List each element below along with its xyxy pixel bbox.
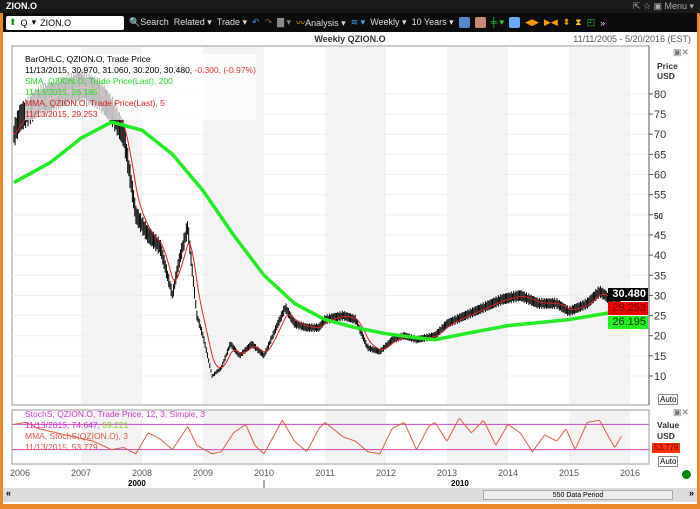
search-button[interactable]: 🔍Search <box>129 17 169 27</box>
analysis-menu[interactable]: 〰Analysis ▾ <box>296 18 346 28</box>
y-tick-label: 25 <box>654 311 666 323</box>
vertical-expand-icon[interactable]: ⬍ <box>562 17 571 27</box>
stoch-legend: StochS, QZION.O, Trade Price, 12, 3, Sim… <box>25 409 205 453</box>
y-tick-label: 70 <box>654 129 666 141</box>
stoch-legend-title: StochS, QZION.O, Trade Price, 12, 3, Sim… <box>25 409 205 419</box>
chart-area: Weekly QZION.O 11/11/2005 - 5/20/2016 (ES… <box>3 32 697 504</box>
price-auto-button[interactable]: Auto <box>658 394 679 405</box>
more-icon[interactable]: » <box>600 17 606 28</box>
mma-legend-values: 11/13/2015, 29.253 <box>25 109 98 119</box>
decade-label: 2010 <box>451 479 469 488</box>
last-price-badge: 30.480 <box>608 288 648 301</box>
chart-title: Weekly QZION.O <box>314 34 386 44</box>
x-tick-label: 2015 <box>559 468 579 478</box>
line-chart-icon[interactable] <box>458 17 470 28</box>
stoch-auto-button[interactable]: Auto <box>658 456 679 467</box>
y-tick-label: 10 <box>654 371 666 383</box>
expand-icon[interactable]: ◀▶ <box>525 17 539 27</box>
folder-icon[interactable]: ▇ ▾ <box>277 17 292 27</box>
compare-icon[interactable] <box>474 17 486 28</box>
x-tick-label: 2016 <box>620 468 640 478</box>
trade-menu[interactable]: Trade ▾ <box>216 17 248 27</box>
x-tick-label: 2012 <box>376 468 396 478</box>
y-tick-label: 35 <box>654 270 666 282</box>
symbol-prefix: Q <box>20 17 28 28</box>
status-dot <box>682 470 691 479</box>
x-tick-label: 2007 <box>71 468 91 478</box>
grid-band <box>569 411 630 463</box>
y-tick-label: 30 <box>654 290 666 302</box>
toolbar: ⬆ Q ▾ ZION.O 🔍Search Related ▾ Trade ▾ ↶ ↷ … <box>3 13 697 32</box>
x-tick-label: 2008 <box>132 468 152 478</box>
redo-icon[interactable]: ↷ <box>264 17 273 27</box>
decade-label: 2000 <box>128 479 146 488</box>
x-tick-label: 2010 <box>254 468 274 478</box>
smma-legend-values: 11/13/2015, 53.779 <box>25 442 98 452</box>
scroll-start-icon[interactable]: « <box>6 488 12 498</box>
hourglass-icon[interactable]: ⧗ <box>575 17 582 27</box>
sma-badge: 26.195 <box>608 316 648 329</box>
smma-legend-title: MMA, StochS(QZION.O), 3 <box>25 431 128 441</box>
grid-band <box>447 411 508 463</box>
x-tick-label: 2011 <box>315 468 334 478</box>
y-tick-label: 65 <box>654 149 666 161</box>
grid-band <box>569 47 630 404</box>
y-tick-label: 80 <box>654 89 666 101</box>
interval-select[interactable]: Weekly ▾ <box>370 17 407 27</box>
bar-legend-values: 11/13/2015, 30.970, 31.060, 30.200, 30.4… <box>25 65 195 75</box>
grid-band <box>81 411 142 463</box>
y-tick-label: 75 <box>654 109 666 121</box>
zoom-box-icon[interactable] <box>509 17 521 28</box>
related-menu[interactable]: Related ▾ <box>173 17 212 27</box>
sma-legend-values: 11/13/2015, 26.195 <box>25 87 98 97</box>
mma-badge: 29.253 <box>608 302 648 315</box>
x-tick-label: 2013 <box>437 468 457 478</box>
scroll-end-icon[interactable]: » <box>688 488 694 498</box>
price-legend: BarOHLC, QZION.O, Trade Price 11/13/2015… <box>25 54 256 120</box>
select-icon[interactable]: ◰ <box>586 17 596 27</box>
stoch-legend-values: 11/13/2015, 74.647, <box>25 420 103 430</box>
mma-legend-title: MMA, QZION.O, Trade Price(Last), 5 <box>25 98 165 108</box>
up-arrow-icon: ⬆ <box>9 17 17 27</box>
y-tick-label: 40 <box>654 250 666 262</box>
y-tick-label: 55 <box>654 190 666 202</box>
menu-button[interactable]: ⇱ ☆ ▣ Menu ▾ <box>632 1 694 11</box>
y-tick-label: 60 <box>654 170 666 182</box>
stoch-panel-close-icon[interactable]: ▣✕ <box>673 407 690 417</box>
stoch-legend-d: 59.221 <box>102 420 129 430</box>
dropdown-icon[interactable]: ▾ <box>31 17 37 27</box>
y-tick-label: 50 <box>654 212 663 221</box>
sma-line <box>13 120 623 342</box>
y-tick-label: 15 <box>654 351 666 363</box>
symbol-value: ZION.O <box>40 17 72 28</box>
window-titlebar: ZION.O ⇱ ☆ ▣ Menu ▾ <box>0 0 700 13</box>
x-tick-label: 2014 <box>498 468 518 478</box>
price-chart[interactable]: 2006 2007 2008 2009 2010 2011 2012 2013 2014 2015… <box>3 32 697 504</box>
wave-icon[interactable]: ≋ ▾ <box>350 17 366 27</box>
x-tick-label: 2006 <box>10 468 30 478</box>
range-select[interactable]: 10 Years ▾ <box>411 17 454 27</box>
x-tick-label: 2009 <box>193 468 213 478</box>
bar-legend-title: BarOHLC, QZION.O, Trade Price <box>25 54 151 64</box>
bar-legend-change: -0.300, (-0.97%) <box>194 65 256 75</box>
grid-band <box>325 411 386 463</box>
date-range: 11/11/2005 - 5/20/2016 (EST) <box>573 34 691 44</box>
grid-band <box>203 411 264 463</box>
grid-band <box>325 47 386 404</box>
y-tick-label: 45 <box>654 230 666 242</box>
shrink-icon[interactable]: ▶◀ <box>543 17 558 27</box>
window-title: ZION.O <box>6 1 37 11</box>
crosshair-icon[interactable]: ╪ ▾ <box>490 17 505 27</box>
symbol-input[interactable]: ⬆ Q ▾ ZION.O <box>6 15 124 30</box>
y-tick-label: 20 <box>654 331 666 343</box>
grid-band <box>447 47 508 404</box>
undo-icon[interactable]: ↶ <box>252 17 260 27</box>
panel-close-icon[interactable]: ▣✕ <box>673 47 690 57</box>
stoch-badge: 53.779 <box>652 443 681 453</box>
stoch-line <box>13 418 622 455</box>
sma-legend-title: SMA, QZION.O, Trade Price(Last), 200 <box>25 76 173 86</box>
scrollbar-thumb[interactable]: 550 Data Period <box>483 490 673 500</box>
price-axis-label: Price USD <box>657 61 678 81</box>
value-axis-label: Value USD <box>657 420 680 441</box>
